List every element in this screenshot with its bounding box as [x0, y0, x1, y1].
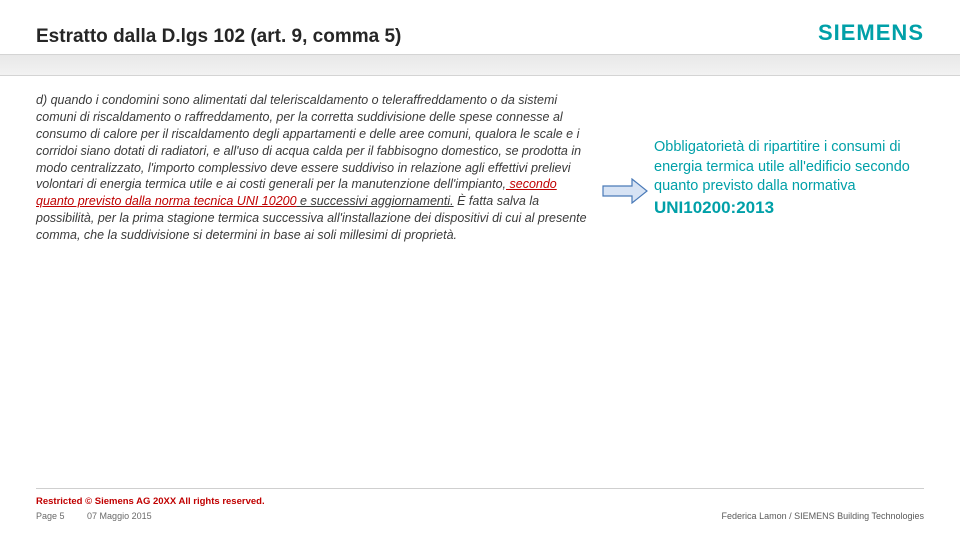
body-segment-2: e successivi aggiornamenti. — [297, 194, 454, 208]
siemens-logo: SIEMENS — [818, 20, 924, 46]
page-title: Estratto dalla D.lgs 102 (art. 9, comma … — [36, 26, 401, 48]
footer-divider — [36, 488, 924, 489]
footer: Restricted © Siemens AG 20XX All rights … — [36, 496, 924, 521]
body-segment-1: d) quando i condomini sono alimentati da… — [36, 93, 581, 191]
footer-page: Page 5 — [36, 511, 65, 521]
body-paragraph: d) quando i condomini sono alimentati da… — [36, 92, 596, 244]
right-arrow-icon — [602, 178, 648, 204]
header-bar — [0, 54, 960, 76]
callout-text: Obbligatorietà di ripartitire i consumi … — [654, 139, 910, 194]
footer-author: Federica Lamon / SIEMENS Building Techno… — [722, 511, 924, 521]
footer-date: 07 Maggio 2015 — [87, 511, 152, 521]
callout-standard-ref: UNI10200:2013 — [654, 198, 774, 217]
callout-box: Obbligatorietà di ripartitire i consumi … — [654, 138, 924, 220]
footer-restricted: Restricted © Siemens AG 20XX All rights … — [36, 496, 924, 507]
